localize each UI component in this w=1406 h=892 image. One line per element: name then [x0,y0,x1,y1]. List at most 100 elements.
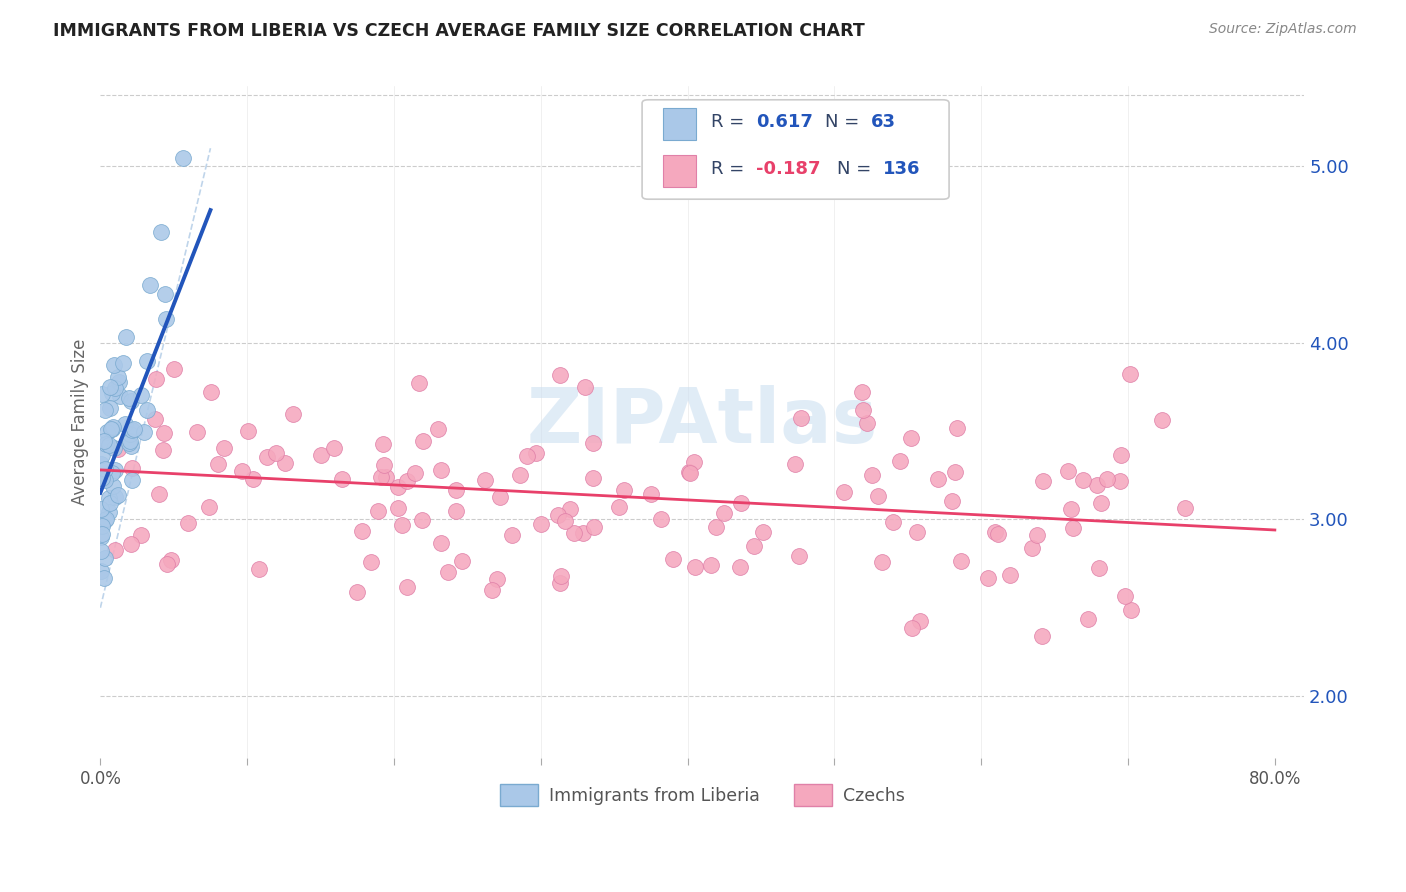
Point [1032,474,1054,488]
Point [94,473,117,487]
Point [485,572,508,586]
Point [371,437,394,451]
Point [901,621,924,635]
Point [90,471,112,485]
Point [387,501,409,516]
Point [900,431,922,445]
Point [560,502,582,516]
Point [115,330,138,344]
Point [548,368,571,382]
Point [107,442,129,456]
Point [177,516,200,530]
Point [96,425,118,440]
Point [682,454,704,468]
Point [976,571,998,585]
Point [94,437,117,451]
Point [129,388,152,402]
Point [103,420,125,434]
Point [156,557,179,571]
Point [90,544,112,558]
Point [516,449,538,463]
Point [100,422,122,436]
Point [346,584,368,599]
Point [501,528,523,542]
Point [430,535,453,549]
Point [889,454,911,468]
Point [730,496,752,510]
Point [160,553,183,567]
Point [1025,528,1047,542]
Point [352,524,374,539]
Point [153,426,176,441]
Text: IMMIGRANTS FROM LIBERIA VS CZECH AVERAGE FAMILY SIZE CORRELATION CHART: IMMIGRANTS FROM LIBERIA VS CZECH AVERAGE… [53,22,865,40]
Point [120,440,142,454]
Text: Source: ZipAtlas.com: Source: ZipAtlas.com [1209,22,1357,37]
Point [98,401,121,416]
Point [404,466,426,480]
Point [91,472,114,486]
Point [1095,472,1118,486]
FancyBboxPatch shape [662,155,696,187]
Point [152,442,174,457]
Point [153,287,176,301]
Point [103,381,125,395]
Point [101,423,124,437]
Point [640,487,662,501]
Point [242,472,264,486]
Point [322,441,344,455]
Point [1021,541,1043,555]
Point [547,508,569,522]
Point [148,487,170,501]
Point [93,513,115,527]
Point [852,403,875,417]
Point [700,558,723,572]
Point [121,473,143,487]
Point [98,380,121,394]
Point [274,457,297,471]
FancyBboxPatch shape [662,108,696,140]
Point [742,540,765,554]
Point [550,575,572,590]
Point [90,457,112,471]
Point [97,438,120,452]
Point [1085,478,1108,492]
Point [121,460,143,475]
Point [713,507,735,521]
Point [866,489,889,503]
Point [91,386,114,401]
Point [236,424,259,438]
Point [411,513,433,527]
Point [132,425,155,439]
Point [256,450,278,464]
Point [582,435,605,450]
Point [1088,561,1111,575]
Point [391,518,413,533]
Point [120,393,142,408]
Point [91,448,114,462]
Point [582,520,605,534]
Point [1031,629,1053,643]
Point [207,457,229,471]
Point [103,478,125,492]
Point [581,470,603,484]
Point [1150,413,1173,427]
Point [104,542,127,557]
Point [107,375,129,389]
Point [908,615,931,629]
Point [330,472,353,486]
Point [111,356,134,370]
Point [98,496,121,510]
Point [787,549,810,563]
Point [851,385,873,400]
Point [1111,448,1133,462]
Point [264,446,287,460]
Point [856,416,879,430]
Point [150,225,173,239]
Point [1062,521,1084,535]
Point [550,569,572,583]
Point [247,561,270,575]
Point [104,491,127,505]
Point [945,421,967,435]
Point [927,472,949,486]
Point [1060,502,1083,516]
